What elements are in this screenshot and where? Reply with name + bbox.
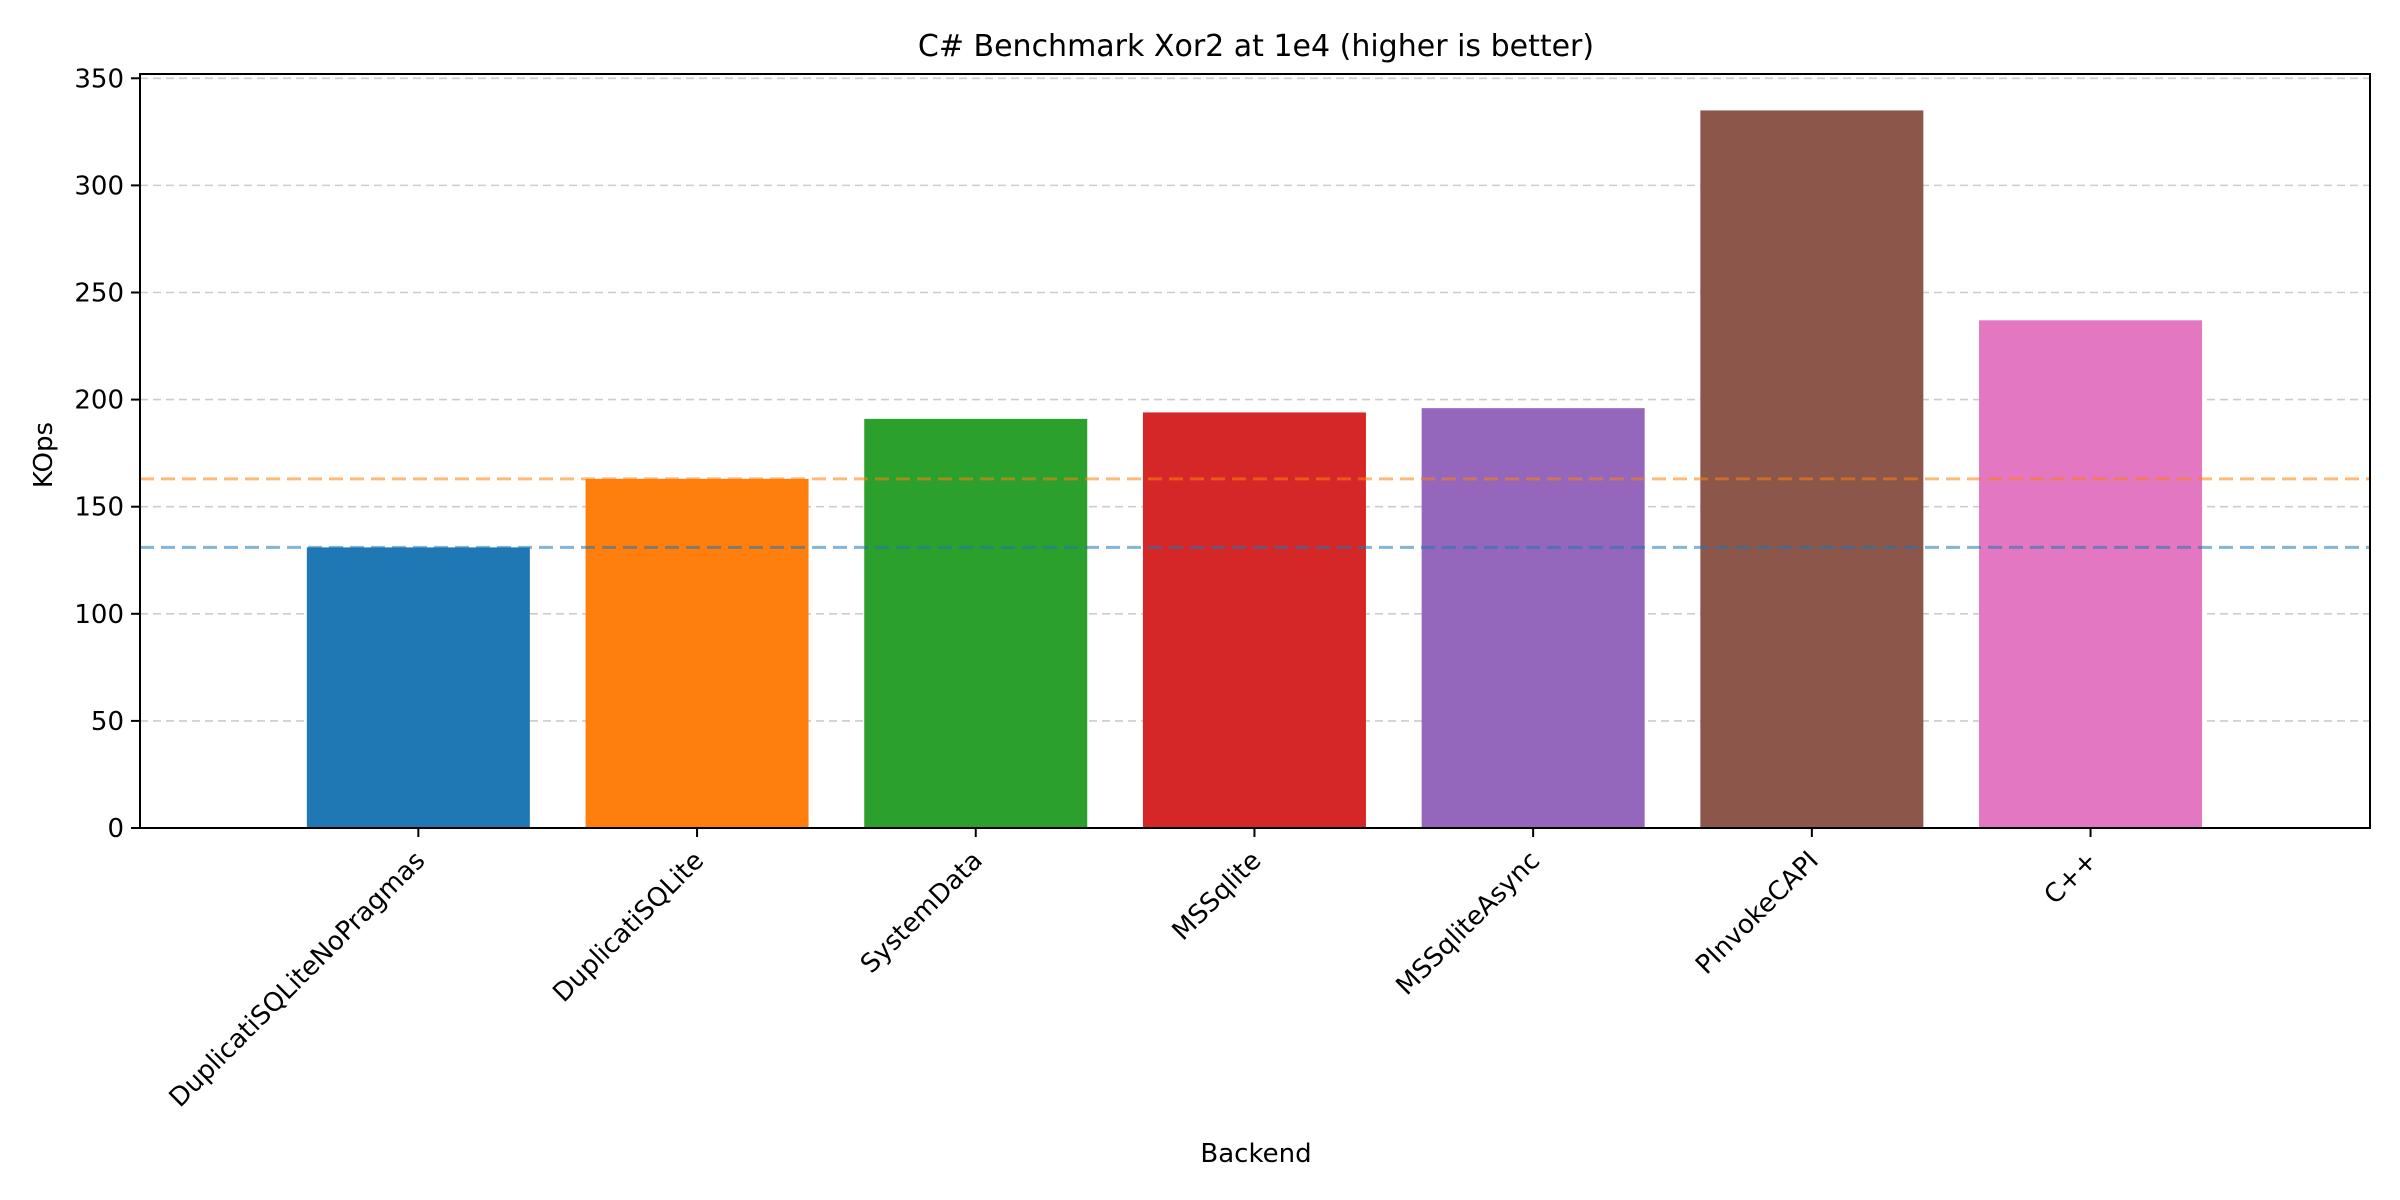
y-axis: 0 50 100 150 200 250 300 350 [74,64,140,844]
x-tick-label: MSSqlite [1167,846,1268,947]
bar [306,547,530,828]
bar [1700,110,1924,828]
y-axis-label: KOps [29,422,59,488]
y-tick-label: 350 [74,64,124,94]
bar [1421,408,1645,828]
x-tick-label: DuplicatiSQLite [547,846,710,1009]
x-axis-label: Backend [1200,1139,1311,1169]
y-tick-label: 50 [91,707,124,737]
bar [864,418,1088,828]
x-tick-label: DuplicatiSQLiteNoPragmas [164,846,432,1114]
bar [1142,412,1366,828]
bars [306,110,2203,828]
x-tick-label: SystemData [855,846,989,980]
bar [1979,320,2203,828]
y-tick-label: 300 [74,171,124,201]
y-tick-label: 200 [74,386,124,416]
y-tick-label: 250 [74,278,124,308]
x-tick-label: MSSqliteAsync [1390,846,1546,1002]
chart-title: C# Benchmark Xor2 at 1e4 (higher is bett… [918,29,1594,64]
x-axis: DuplicatiSQLiteNoPragmas DuplicatiSQLite S… [164,828,2104,1114]
y-tick-label: 150 [74,493,124,523]
y-tick-label: 100 [74,600,124,630]
x-tick-label: PInvokeCAPI [1690,846,1825,981]
x-tick-label: C++ [2039,846,2104,911]
y-tick-label: 0 [107,814,124,844]
reference-lines [140,477,2370,549]
bar [585,478,809,828]
